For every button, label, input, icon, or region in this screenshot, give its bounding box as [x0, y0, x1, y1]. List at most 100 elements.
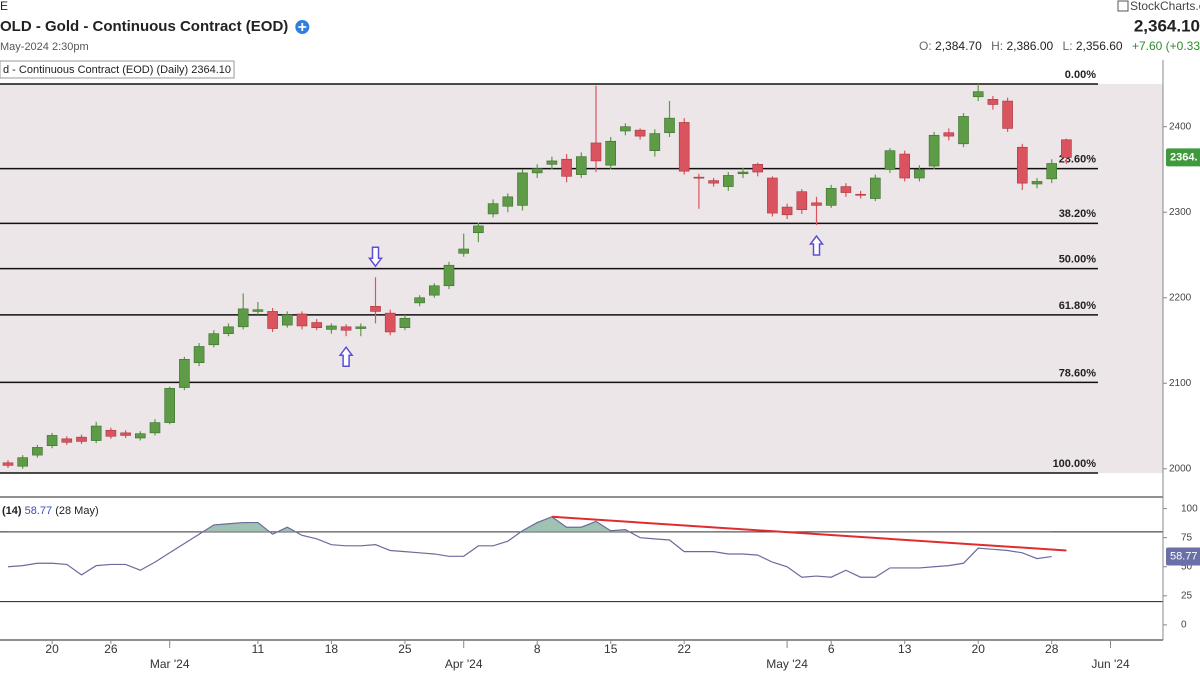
candle-body — [120, 432, 131, 436]
candle-body — [179, 359, 190, 388]
candle-body — [737, 171, 749, 175]
rsi-title: (14) — [2, 505, 22, 517]
trendline — [551, 515, 1067, 552]
rsi-date: (28 May) — [55, 505, 98, 517]
candle-body — [1031, 181, 1043, 185]
candle-body — [620, 126, 631, 132]
candle-body — [32, 447, 43, 456]
x-tick-label: 6 — [828, 642, 835, 656]
candle-body — [914, 169, 925, 179]
fib-label: 0.00% — [1065, 69, 1096, 81]
x-tick-label: Jun '24 — [1091, 657, 1130, 671]
rsi-line — [7, 516, 1052, 578]
candle-body — [370, 305, 381, 312]
y-tick-label: 25 — [1181, 590, 1193, 601]
candle-body — [135, 433, 146, 439]
y-tick-label: 2100 — [1169, 378, 1192, 389]
candle-body — [693, 176, 705, 179]
x-tick-label: May '24 — [766, 657, 808, 671]
x-tick-label: 25 — [398, 642, 412, 656]
candle-body — [796, 191, 808, 210]
y-tick-label: 75 — [1181, 532, 1193, 543]
rsi-value: 58.77 — [25, 505, 53, 517]
candle-body — [605, 140, 617, 166]
ohlc-label: O: — [919, 39, 932, 53]
candle-body — [487, 203, 499, 215]
legend-text: d - Continuous Contract (EOD) (Daily) 23… — [3, 64, 231, 76]
candle-body — [399, 317, 411, 328]
candle-body — [164, 388, 175, 423]
candle-body — [2, 462, 14, 466]
y-tick-label: 2000 — [1169, 463, 1192, 474]
candle-body — [781, 206, 793, 216]
x-tick-label: Apr '24 — [445, 657, 483, 671]
candle-body — [326, 325, 337, 330]
ohlc-value: 2,386.00 — [1006, 39, 1053, 53]
candle-body — [208, 333, 220, 346]
rsi-legend: (14) 58.77 (28 May) — [2, 505, 99, 517]
x-tick-label: 13 — [898, 642, 912, 656]
y-tick-label: 2400 — [1169, 121, 1192, 132]
candle-body — [752, 164, 764, 173]
candle-body — [869, 177, 881, 199]
candle-body — [311, 322, 323, 328]
candle-body — [972, 91, 984, 98]
candle-body — [355, 326, 367, 329]
brand: StockCharts.c — [1130, 0, 1200, 13]
candle-body — [90, 425, 102, 441]
candle-body — [928, 134, 940, 167]
candle-body — [414, 297, 425, 304]
candle-body — [958, 116, 969, 145]
candle-body — [590, 142, 602, 162]
candle-body — [561, 158, 572, 177]
candle-body — [384, 312, 396, 333]
fib-label: 78.60% — [1059, 367, 1097, 379]
candle-body — [296, 313, 308, 327]
candle-body — [649, 133, 661, 151]
x-tick-label: 11 — [252, 642, 265, 656]
ohlc-line: O: 2,384.70 H: 2,386.00 L: 2,356.60 +7.6… — [919, 39, 1200, 53]
y-tick-label: 0 — [1181, 620, 1187, 631]
candle-body — [428, 285, 440, 296]
y-tick-label: 2300 — [1169, 207, 1192, 218]
candle-body — [899, 153, 911, 179]
candle-body — [840, 186, 852, 193]
legend-box — [0, 60, 235, 79]
candle-body — [473, 225, 484, 234]
candle-body — [575, 156, 587, 175]
y-tick-label: 50 — [1181, 561, 1193, 572]
candle-body — [708, 180, 719, 184]
candle-body — [664, 117, 675, 133]
add-icon-plus[interactable] — [298, 23, 307, 31]
candle-body — [252, 309, 264, 312]
ohlc-value: 2,384.70 — [935, 39, 982, 53]
overbought-fill — [8, 516, 1052, 532]
x-tick-label: 20 — [972, 642, 986, 656]
candle-body — [281, 314, 293, 326]
candle-body — [193, 346, 205, 364]
candle-body — [855, 193, 866, 196]
candle-body — [443, 264, 455, 287]
fib-label: 100.00% — [1053, 458, 1097, 470]
candle-body — [76, 436, 87, 442]
fib-band — [0, 83, 1163, 474]
fib-label: 61.80% — [1059, 300, 1097, 312]
candle-body — [105, 429, 117, 437]
charts: 200021002200230024000.00%23.60%38.20%50.… — [0, 60, 1200, 671]
add-icon[interactable] — [295, 20, 310, 34]
annotation-arrow — [809, 234, 824, 256]
candle-body — [943, 132, 955, 137]
x-tick-label: 20 — [45, 642, 59, 656]
candle-body — [884, 150, 896, 170]
candle-body — [46, 435, 58, 446]
ohlc-label: L: — [1063, 39, 1073, 53]
x-tick-label: Mar '24 — [150, 657, 190, 671]
x-tick-label: 18 — [325, 642, 339, 656]
candle-body — [223, 326, 234, 334]
candle-body — [17, 457, 29, 467]
x-tick-label: 26 — [104, 642, 118, 656]
candle-body — [1046, 163, 1057, 180]
candle-body — [722, 175, 734, 187]
value-tag-label: 58.77 — [1170, 550, 1198, 562]
